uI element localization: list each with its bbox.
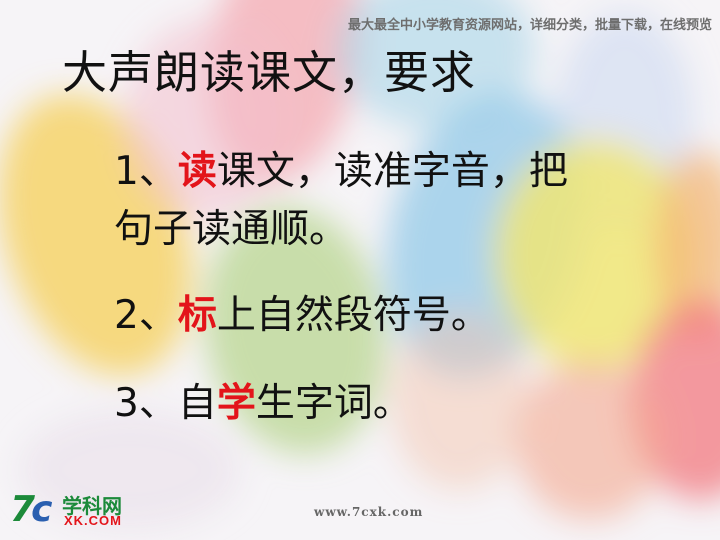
item-number: 1、 <box>114 149 178 194</box>
item-text: 课文，读准字音，把 <box>216 149 568 194</box>
logo-domain: XK.COM <box>64 513 122 528</box>
highlight-char: 学 <box>216 381 256 426</box>
site-banner-text: 最大最全中小学教育资源网站，详细分类，批量下载，在线预览 <box>347 18 712 33</box>
requirement-item-1-line-1: 1、读课文，读准字音，把 <box>114 143 568 201</box>
requirement-item-2: 2、标上自然段符号。 <box>114 287 490 345</box>
item-text: 上自然段符号。 <box>216 293 490 338</box>
requirement-item-1: 1、读课文，读准字音，把 句子读通顺。 <box>114 143 568 259</box>
item-number: 2、 <box>114 293 178 338</box>
requirement-item-3: 3、自学生字词。 <box>114 375 412 433</box>
item-number: 3、自 <box>114 381 217 426</box>
requirement-item-1-line-2: 句子读通顺。 <box>114 207 349 252</box>
footer-url: www.7cxk.com <box>314 505 424 519</box>
xkw-logo: 7c 学科网 XK.COM <box>10 489 138 531</box>
slide-title: 大声朗读课文，要求 <box>62 46 477 99</box>
logo-name: 学科网 <box>62 494 122 518</box>
item-text: 生字词。 <box>255 381 412 426</box>
highlight-char: 读 <box>177 149 217 194</box>
logo-mark-icon: 7c <box>10 489 52 530</box>
highlight-char: 标 <box>177 293 217 338</box>
